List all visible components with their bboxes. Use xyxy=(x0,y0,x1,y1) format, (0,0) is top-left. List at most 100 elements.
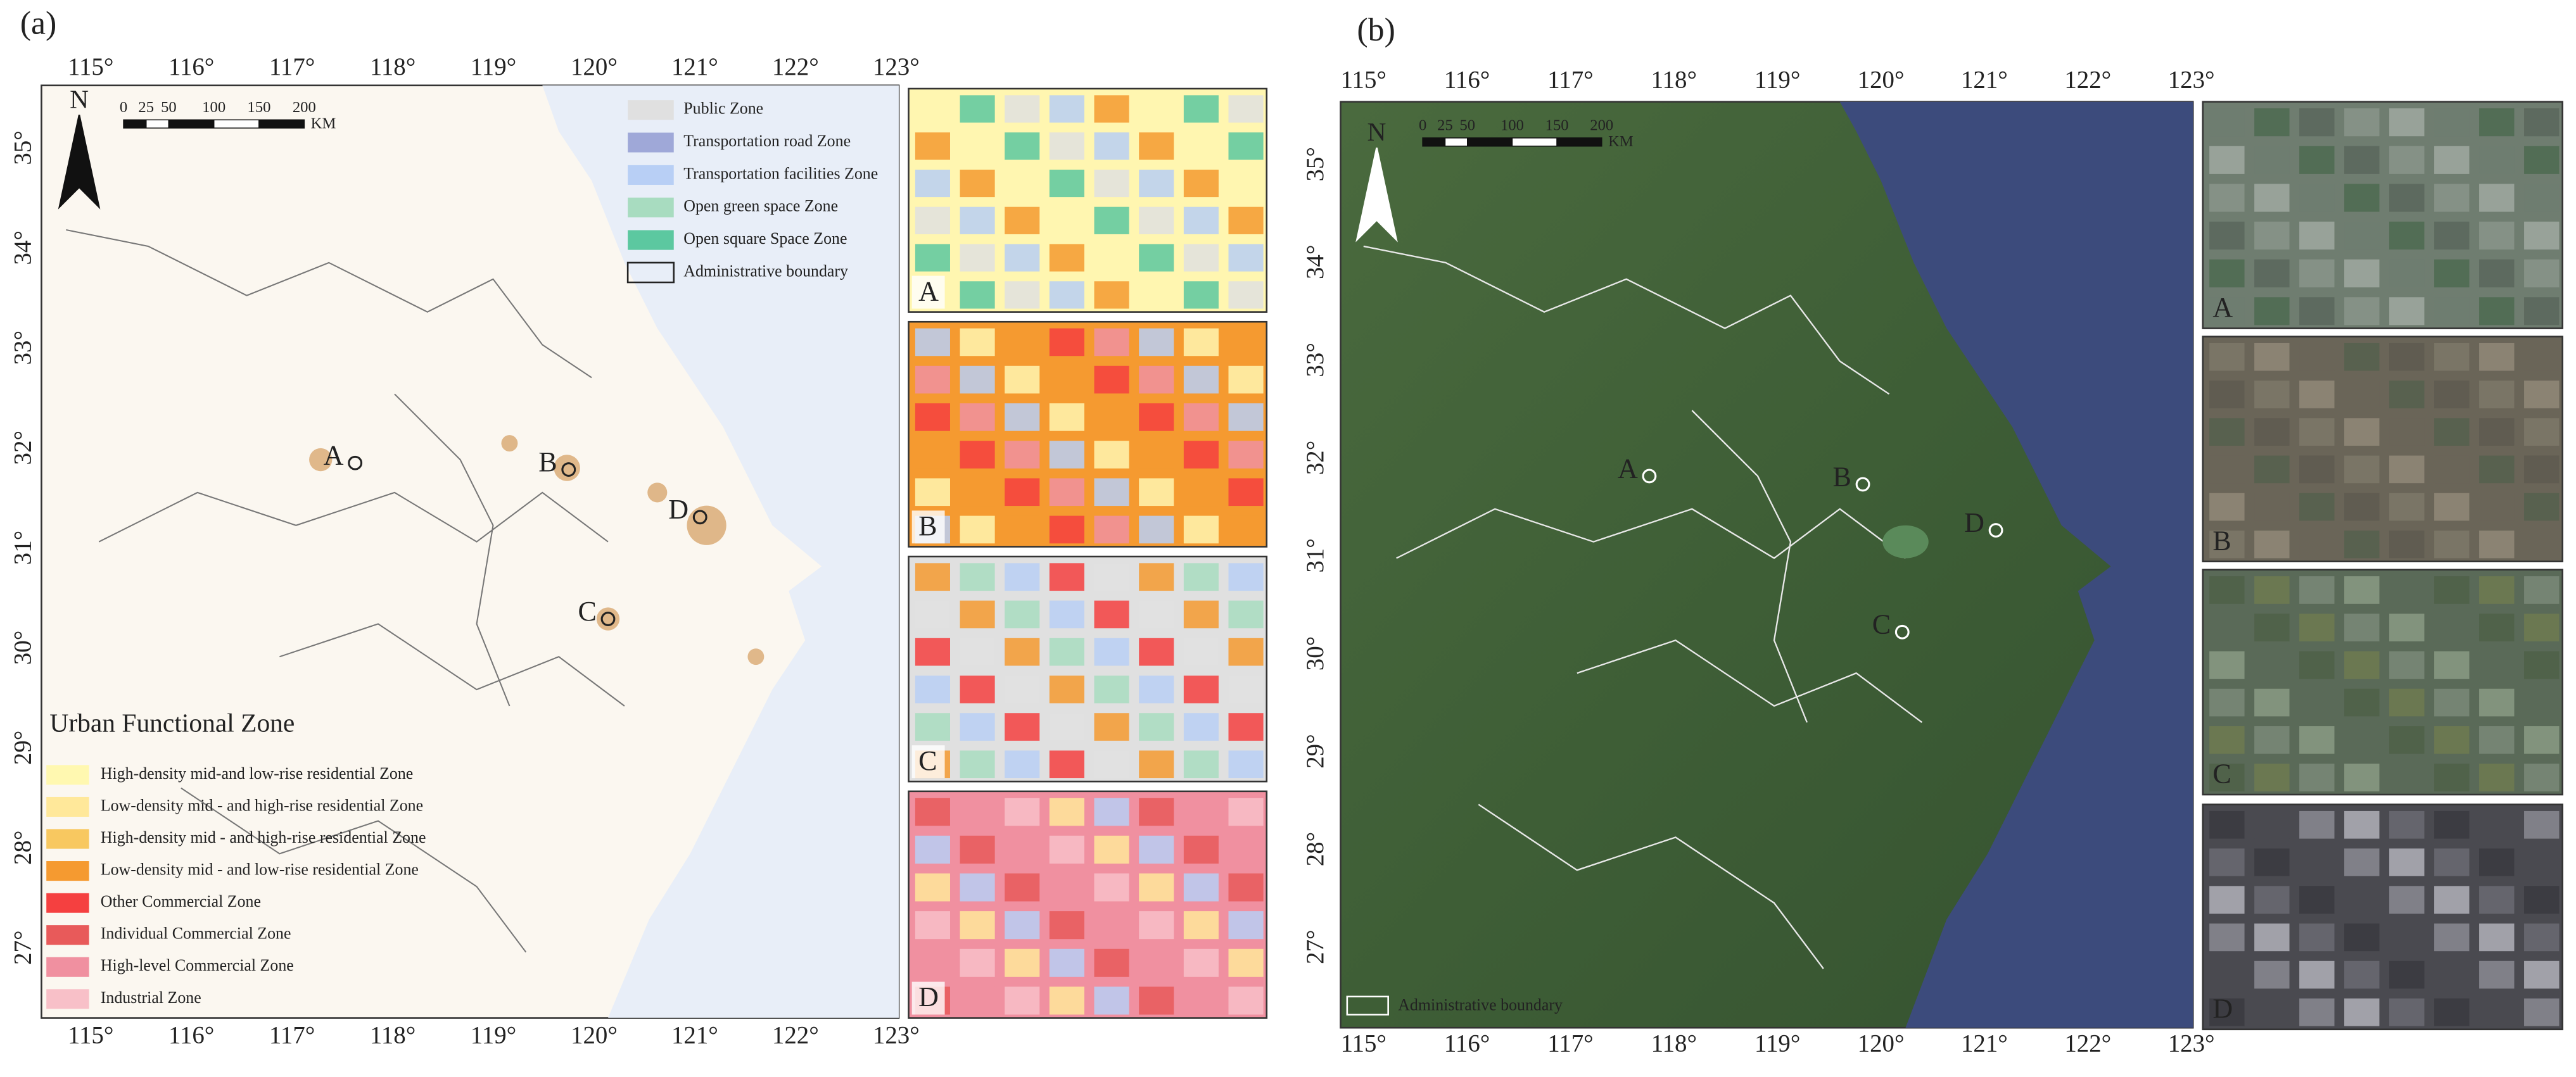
inset-block xyxy=(1183,206,1219,234)
x-tick-label: 122° xyxy=(772,53,819,80)
legend-swatch xyxy=(628,100,674,120)
inset-block xyxy=(2299,614,2335,641)
inset-block xyxy=(1094,638,1129,666)
location-label: D xyxy=(668,494,688,525)
inset-background xyxy=(908,791,1267,1018)
inset-block xyxy=(2344,222,2380,250)
inset-frame xyxy=(908,320,1268,548)
inset-block xyxy=(915,638,950,666)
inset-block xyxy=(2524,998,2560,1026)
inset-block xyxy=(2209,688,2245,717)
inset-block xyxy=(960,206,995,234)
inset-block xyxy=(1183,948,1219,977)
scale-bar-label: 25 xyxy=(138,99,154,116)
inset-block xyxy=(1228,638,1264,666)
scale-bar-segment xyxy=(168,119,215,129)
inset-block xyxy=(1049,873,1084,902)
scale-bar-segment xyxy=(1422,137,1446,147)
inset-block xyxy=(1005,600,1040,629)
inset-block xyxy=(2479,381,2515,408)
inset-block xyxy=(2254,848,2290,876)
inset-block xyxy=(2254,418,2290,446)
location-marker xyxy=(1894,624,1910,639)
x-tick-label: 115° xyxy=(68,1022,113,1049)
inset-block xyxy=(1183,986,1219,1015)
scale-bar-label: 100 xyxy=(1501,117,1524,134)
y-tick-label: 29° xyxy=(9,731,36,765)
inset-block xyxy=(1228,328,1264,356)
inset-block xyxy=(2389,810,2425,839)
inset-block xyxy=(1183,873,1219,902)
legend-swatch xyxy=(46,925,89,945)
inset-block xyxy=(2299,259,2335,287)
inset-block xyxy=(2524,146,2560,174)
inset-block xyxy=(1005,798,1040,826)
inset-block xyxy=(2524,923,2560,952)
inset-block xyxy=(1005,244,1040,272)
inset-block xyxy=(2479,960,2515,989)
inset-block xyxy=(1049,986,1084,1015)
inset-block xyxy=(2254,108,2290,137)
scale-bar-unit: KM xyxy=(311,115,336,132)
inset-label: A xyxy=(2212,292,2233,323)
legend-swatch xyxy=(46,861,89,881)
inset-block xyxy=(2524,108,2560,137)
x-tick-label: 119° xyxy=(1754,66,1800,94)
inset-block xyxy=(2209,576,2245,604)
inset-block xyxy=(915,95,950,123)
inset-block xyxy=(1183,911,1219,940)
inset-block xyxy=(1049,244,1084,272)
inset-label: D xyxy=(2212,993,2233,1024)
inset-frame xyxy=(908,555,1268,783)
y-tick-label: 34° xyxy=(9,230,36,265)
inset-block xyxy=(2209,810,2245,839)
inset-block xyxy=(1005,948,1040,977)
inset-block xyxy=(2344,998,2380,1026)
y-tick-label: 27° xyxy=(1302,929,1329,964)
inset-block xyxy=(2434,726,2470,754)
scale-bar-segment xyxy=(145,119,170,129)
inset-block xyxy=(1049,478,1084,507)
inset-block xyxy=(915,169,950,198)
inset-block xyxy=(1183,676,1219,703)
scale-bar-segment xyxy=(258,119,305,129)
inset-label: C xyxy=(918,745,937,776)
inset-block xyxy=(2254,259,2290,287)
inset-block xyxy=(1005,835,1040,864)
x-tick-label: 120° xyxy=(1858,66,1905,94)
x-tick-label: 115° xyxy=(1341,1030,1386,1057)
inset-block xyxy=(2389,688,2425,717)
inset-block xyxy=(1049,638,1084,666)
scale-bar-label: 150 xyxy=(248,99,271,116)
inset-block xyxy=(2389,343,2425,371)
inset-block xyxy=(2524,297,2560,325)
inset-block xyxy=(1049,281,1084,309)
inset-block xyxy=(2524,259,2560,287)
legend-swatch xyxy=(46,893,89,913)
inset-block xyxy=(2344,726,2380,754)
inset-block xyxy=(2299,297,2335,325)
inset-block xyxy=(2254,614,2290,641)
inset-block xyxy=(960,835,995,864)
inset-block xyxy=(1049,835,1084,864)
inset-background xyxy=(908,557,1267,782)
inset-block xyxy=(2389,297,2425,325)
y-tick-label: 31° xyxy=(9,531,36,565)
x-tick-label: 119° xyxy=(471,53,516,80)
inset-block xyxy=(1049,206,1084,234)
inset-block xyxy=(2389,455,2425,484)
legend-swatch xyxy=(46,829,89,849)
inset-block xyxy=(2524,418,2560,446)
inset-block xyxy=(2434,960,2470,989)
inset-block xyxy=(960,911,995,940)
inset-block xyxy=(1005,911,1040,940)
inset-block xyxy=(2479,923,2515,952)
inset-block xyxy=(1049,948,1084,977)
x-tick-label: 120° xyxy=(1858,1030,1905,1057)
inset-block xyxy=(1094,441,1129,469)
inset-block xyxy=(2344,418,2380,446)
x-tick-label: 116° xyxy=(168,1022,214,1049)
inset-block xyxy=(1094,986,1129,1015)
inset-block xyxy=(1094,515,1129,544)
inset-block xyxy=(1094,328,1129,356)
